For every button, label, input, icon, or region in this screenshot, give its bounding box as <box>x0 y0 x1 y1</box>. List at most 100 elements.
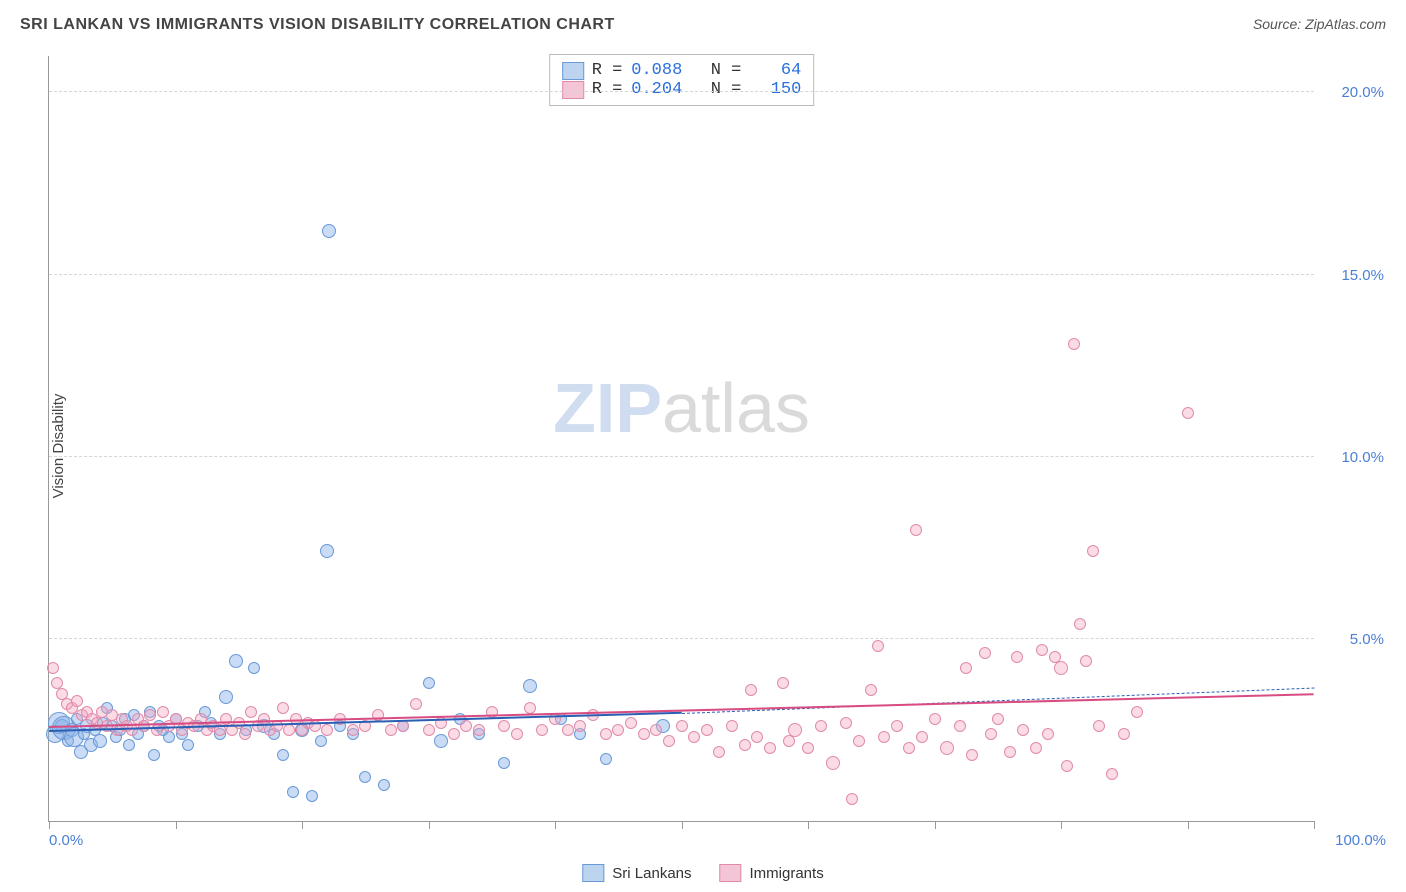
scatter-point-immigrants <box>47 662 59 674</box>
scatter-point-immigrants <box>562 724 574 736</box>
scatter-point-immigrants <box>239 728 251 740</box>
scatter-point-immigrants <box>1004 746 1016 758</box>
scatter-point-immigrants <box>872 640 884 652</box>
scatter-point-immigrants <box>726 720 738 732</box>
legend-item: Sri Lankans <box>582 864 691 882</box>
legend-label: Immigrants <box>750 865 824 882</box>
scatter-point-immigrants <box>751 731 763 743</box>
y-tick-label: 20.0% <box>1341 84 1384 101</box>
scatter-point-sri_lankans <box>306 790 318 802</box>
chart-header: SRI LANKAN VS IMMIGRANTS VISION DISABILI… <box>20 16 1386 46</box>
scatter-point-immigrants <box>1106 768 1118 780</box>
scatter-point-immigrants <box>397 720 409 732</box>
scatter-point-immigrants <box>840 717 852 729</box>
x-tick <box>429 821 430 829</box>
scatter-point-sri_lankans <box>229 654 243 668</box>
legend-swatch <box>562 62 584 80</box>
x-tick <box>1314 821 1315 829</box>
n-label: N = <box>690 61 741 80</box>
scatter-point-immigrants <box>846 793 858 805</box>
x-tick <box>1061 821 1062 829</box>
scatter-point-immigrants <box>891 720 903 732</box>
legend-label: Sri Lankans <box>612 865 691 882</box>
scatter-point-sri_lankans <box>600 753 612 765</box>
x-tick <box>1188 821 1189 829</box>
n-value: 150 <box>749 80 801 99</box>
scatter-point-sri_lankans <box>248 662 260 674</box>
scatter-point-immigrants <box>745 684 757 696</box>
scatter-point-immigrants <box>992 713 1004 725</box>
scatter-point-sri_lankans <box>163 731 175 743</box>
scatter-point-sri_lankans <box>320 544 334 558</box>
scatter-point-immigrants <box>1118 728 1130 740</box>
scatter-point-immigrants <box>245 706 257 718</box>
scatter-point-immigrants <box>423 724 435 736</box>
scatter-point-immigrants <box>650 724 662 736</box>
scatter-point-immigrants <box>473 724 485 736</box>
scatter-point-immigrants <box>788 723 802 737</box>
scatter-point-immigrants <box>600 728 612 740</box>
source-name: ZipAtlas.com <box>1305 16 1386 32</box>
scatter-point-immigrants <box>321 724 333 736</box>
scatter-point-immigrants <box>826 756 840 770</box>
x-tick <box>49 821 50 829</box>
source-prefix: Source: <box>1253 16 1305 32</box>
watermark-part2: atlas <box>662 369 810 447</box>
scatter-point-sri_lankans <box>287 786 299 798</box>
scatter-point-immigrants <box>764 742 776 754</box>
watermark-part1: ZIP <box>553 369 662 447</box>
x-tick <box>555 821 556 829</box>
scatter-point-immigrants <box>1017 724 1029 736</box>
legend-item: Immigrants <box>720 864 824 882</box>
corr-legend-row-sri_lankans: R = 0.088 N = 64 <box>562 61 802 80</box>
chart-title: SRI LANKAN VS IMMIGRANTS VISION DISABILI… <box>20 16 615 33</box>
scatter-point-sri_lankans <box>123 739 135 751</box>
scatter-point-immigrants <box>1054 661 1068 675</box>
scatter-point-sri_lankans <box>315 735 327 747</box>
scatter-point-immigrants <box>910 524 922 536</box>
scatter-point-immigrants <box>524 702 536 714</box>
scatter-point-immigrants <box>1182 407 1194 419</box>
grid-line <box>49 638 1314 639</box>
r-label: R = <box>592 61 623 80</box>
scatter-point-sri_lankans <box>322 224 336 238</box>
scatter-point-immigrants <box>688 731 700 743</box>
scatter-point-immigrants <box>916 731 928 743</box>
grid-line <box>49 274 1314 275</box>
scatter-point-immigrants <box>460 720 472 732</box>
y-tick-label: 10.0% <box>1341 449 1384 466</box>
scatter-point-sri_lankans <box>378 779 390 791</box>
y-tick-label: 5.0% <box>1350 631 1384 648</box>
scatter-point-immigrants <box>929 713 941 725</box>
scatter-point-immigrants <box>979 647 991 659</box>
scatter-point-immigrants <box>144 709 156 721</box>
scatter-point-immigrants <box>612 724 624 736</box>
scatter-point-immigrants <box>277 702 289 714</box>
scatter-point-immigrants <box>878 731 890 743</box>
scatter-point-immigrants <box>625 717 637 729</box>
scatter-point-immigrants <box>739 739 751 751</box>
trend-line-dash-sri_lankans <box>681 687 1314 713</box>
scatter-point-immigrants <box>1087 545 1099 557</box>
legend-swatch <box>562 81 584 99</box>
scatter-point-immigrants <box>448 728 460 740</box>
x-tick <box>176 821 177 829</box>
x-tick <box>935 821 936 829</box>
legend-swatch <box>720 864 742 882</box>
scatter-point-immigrants <box>815 720 827 732</box>
plot-container: ZIPatlas R = 0.088 N = 64R = 0.204 N = 1… <box>48 56 1386 844</box>
scatter-point-immigrants <box>1131 706 1143 718</box>
scatter-point-immigrants <box>966 749 978 761</box>
x-tick-label: 100.0% <box>1335 832 1386 849</box>
plot-area: ZIPatlas R = 0.088 N = 64R = 0.204 N = 1… <box>48 56 1314 822</box>
scatter-point-immigrants <box>638 728 650 740</box>
scatter-point-immigrants <box>701 724 713 736</box>
scatter-point-sri_lankans <box>182 739 194 751</box>
scatter-point-sri_lankans <box>93 734 107 748</box>
scatter-point-immigrants <box>802 742 814 754</box>
series-legend: Sri Lankans Immigrants <box>582 864 823 882</box>
scatter-point-immigrants <box>1074 618 1086 630</box>
scatter-point-immigrants <box>410 698 422 710</box>
scatter-point-sri_lankans <box>359 771 371 783</box>
scatter-point-immigrants <box>1068 338 1080 350</box>
